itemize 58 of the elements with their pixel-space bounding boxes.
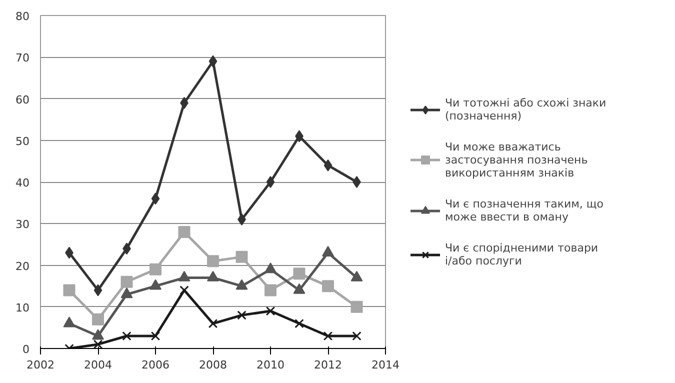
point (63, 284, 76, 296)
point (92, 329, 104, 340)
x-tick-label: 2008 (199, 358, 228, 372)
y-tick-label: 10 (16, 301, 30, 314)
point (150, 263, 162, 276)
point (93, 340, 103, 348)
x-tick-label: 2012 (314, 358, 342, 372)
x-tick-label: 2002 (26, 358, 55, 372)
point (264, 262, 276, 274)
x-tick-label: 2014 (372, 358, 400, 372)
point (63, 316, 76, 328)
legend-label: Чи може вважатись застосування позначень використанням знаків (445, 140, 588, 179)
point (120, 288, 133, 298)
y-tick-label: 40 (16, 176, 30, 190)
point (294, 318, 304, 328)
point (92, 313, 104, 326)
point (207, 255, 219, 268)
legend-label: Чи є спорідненими товари і/або послуги (445, 241, 598, 267)
point (150, 279, 162, 290)
point (350, 270, 363, 282)
y-tick-label: 50 (16, 134, 30, 148)
point (94, 284, 102, 296)
point (208, 318, 218, 328)
point (180, 286, 189, 295)
point (324, 159, 332, 172)
y-tick-label: 60 (16, 93, 30, 106)
point (236, 250, 248, 263)
x-tick-label: 2010 (256, 358, 285, 372)
point (350, 300, 363, 313)
point (352, 331, 362, 341)
point (266, 176, 275, 188)
y-tick-label: 20 (16, 260, 30, 273)
point (322, 246, 334, 256)
point (150, 331, 160, 341)
point (323, 331, 333, 341)
point (293, 283, 306, 294)
point (293, 268, 306, 280)
point (264, 284, 276, 296)
point (208, 55, 218, 68)
y-tick-label: 70 (16, 52, 30, 65)
legend-label: Чи тотожні або схожі знаки (позначення) (445, 96, 606, 122)
y-tick-label: 30 (16, 218, 30, 232)
y-tick-label: 0 (22, 343, 30, 356)
point (120, 276, 133, 288)
point (151, 192, 160, 205)
point (266, 306, 276, 316)
point (352, 176, 361, 188)
point (322, 280, 334, 292)
point (178, 270, 190, 282)
point (237, 310, 246, 320)
legend-label: Чи є позначення таким, що може ввести в оману (445, 197, 604, 223)
x-tick-label: 2004 (84, 358, 112, 372)
point (236, 279, 248, 290)
x-tick-label: 2006 (142, 358, 170, 372)
y-tick-label: 80 (16, 10, 30, 23)
point (207, 270, 219, 282)
point (122, 331, 132, 341)
point (178, 226, 190, 238)
